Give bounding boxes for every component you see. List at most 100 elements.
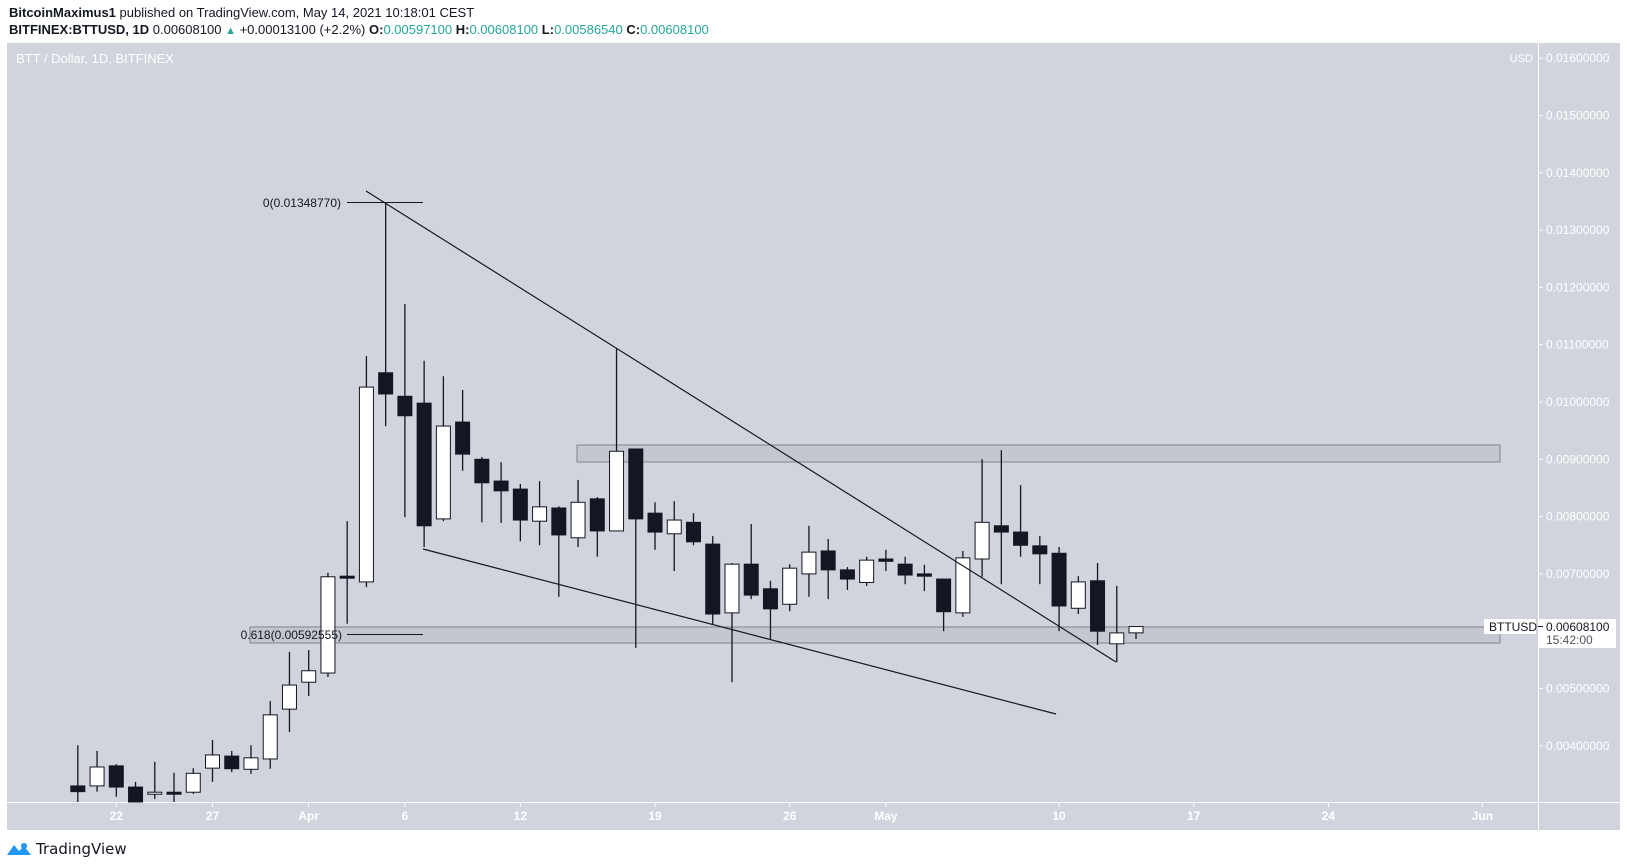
countdown-label: 15:42:00 — [1546, 633, 1593, 647]
date-tick-label: 19 — [648, 809, 662, 823]
candle-body-up — [89, 766, 105, 787]
candle — [1051, 546, 1067, 632]
candle-body-down — [993, 525, 1009, 533]
price-tick-label: 0.01400000 — [1546, 166, 1610, 180]
candle — [897, 556, 913, 585]
symbol-name: BITFINEX:BTTUSD, 1D — [9, 22, 150, 37]
candle — [551, 506, 567, 597]
fib-618-label: 0.618(0.00592555) — [241, 628, 342, 642]
lower-trendline[interactable] — [422, 548, 1057, 715]
candle-body-up — [243, 757, 259, 770]
price-tick-label: 0.00700000 — [1546, 567, 1610, 581]
candles — [70, 202, 1144, 803]
candle-body-down — [551, 507, 567, 536]
chart-background — [7, 43, 1620, 830]
price-axis[interactable]: 0.01600000 0.01500000 0.01400000 0.01300000… — [1538, 51, 1610, 753]
low-label: L: — [541, 22, 555, 37]
tradingview-logo[interactable]: TradingView — [6, 840, 127, 858]
candle-body-up — [666, 519, 682, 535]
published-text: published on TradingView.com, May 14, 20… — [119, 5, 475, 20]
support-zone[interactable] — [249, 626, 1501, 644]
candle-body-down — [512, 488, 528, 521]
candle — [666, 501, 682, 572]
price-tick-label: 0.01600000 — [1546, 51, 1610, 65]
tradingview-logo-icon — [7, 843, 31, 855]
date-tick-label: 27 — [206, 809, 220, 823]
candle — [320, 572, 336, 678]
high-label: H: — [455, 22, 470, 37]
candle-body-down — [108, 765, 124, 788]
candle-body-up — [570, 501, 586, 539]
candle-body-up — [1128, 626, 1144, 634]
candle-body-down — [686, 521, 701, 543]
candle-body-down — [378, 372, 394, 395]
candle-body-down — [455, 421, 471, 455]
candle-body-down — [416, 402, 432, 527]
date-tick-label: Apr — [298, 809, 319, 823]
symbol-badge — [1484, 619, 1536, 634]
candle — [609, 348, 625, 532]
candle-body-down — [1090, 580, 1106, 632]
candle — [1032, 536, 1048, 585]
candle-body-up — [955, 557, 971, 614]
candle — [955, 550, 971, 617]
candle-body-down — [339, 575, 355, 579]
open-label: O: — [368, 22, 384, 37]
price-tick-label: 0.01200000 — [1546, 280, 1610, 294]
candle-body-up — [147, 791, 163, 795]
candle — [435, 376, 451, 522]
candle-body-up — [974, 521, 990, 560]
last-price-badge — [1539, 619, 1616, 648]
publisher-name[interactable]: BitcoinMaximus1 — [9, 5, 116, 20]
price-chart[interactable]: BTT / Dollar, 1D, BITFINEX 0(0.01348770)… — [0, 0, 1627, 835]
candle — [974, 459, 990, 577]
candle — [185, 768, 201, 794]
candle-body-down — [1013, 531, 1029, 546]
price-tick-label: 0.01500000 — [1546, 109, 1610, 123]
candle — [993, 450, 1009, 585]
candle-body-up — [724, 563, 740, 614]
candle — [358, 356, 374, 588]
candle-body-down — [397, 395, 413, 417]
high-value: 0.00608100 — [469, 22, 539, 37]
candle — [147, 761, 163, 800]
candle — [839, 567, 855, 590]
candle — [1109, 585, 1125, 663]
candle-body-up — [782, 567, 798, 605]
candle — [686, 513, 701, 546]
candle — [262, 701, 278, 769]
price-tick-label: 0.00900000 — [1546, 452, 1610, 466]
low-value: 0.00586540 — [554, 22, 623, 37]
candle — [782, 564, 798, 612]
last-price-label: 0.00608100 — [1546, 620, 1610, 634]
price-change: +0.00013100 (+2.2%) — [239, 22, 366, 37]
candle — [820, 538, 836, 600]
candle-body-up — [1109, 632, 1125, 645]
candle-body-up — [1070, 581, 1086, 609]
candle-body-up — [185, 772, 201, 793]
candle-body-down — [743, 563, 759, 596]
candle — [89, 750, 105, 792]
candle-body-down — [589, 498, 605, 532]
candle-body-down — [647, 512, 663, 533]
candle — [70, 745, 86, 802]
candle-body-down — [839, 569, 855, 580]
candle-body-up — [205, 754, 220, 769]
upper-trendline[interactable] — [365, 190, 1117, 663]
candle — [512, 483, 528, 542]
candle — [493, 462, 509, 523]
candle-body-down — [1051, 552, 1067, 607]
time-axis[interactable]: 22 27 Apr 6 12 19 26 May 10 17 24 Jun — [110, 802, 1493, 823]
publish-info: BitcoinMaximus1 published on TradingView… — [9, 5, 474, 20]
candle — [1070, 576, 1086, 615]
candle-body-up — [358, 386, 374, 583]
candle — [570, 479, 586, 547]
candle-body-down — [128, 786, 144, 803]
candle-body-up — [532, 506, 548, 522]
candle-body-down — [936, 578, 952, 613]
candle — [801, 525, 817, 597]
resistance-zone[interactable] — [576, 444, 1501, 463]
candle-body-down — [628, 448, 644, 520]
candle — [762, 580, 778, 640]
brand-name: TradingView — [36, 840, 127, 858]
